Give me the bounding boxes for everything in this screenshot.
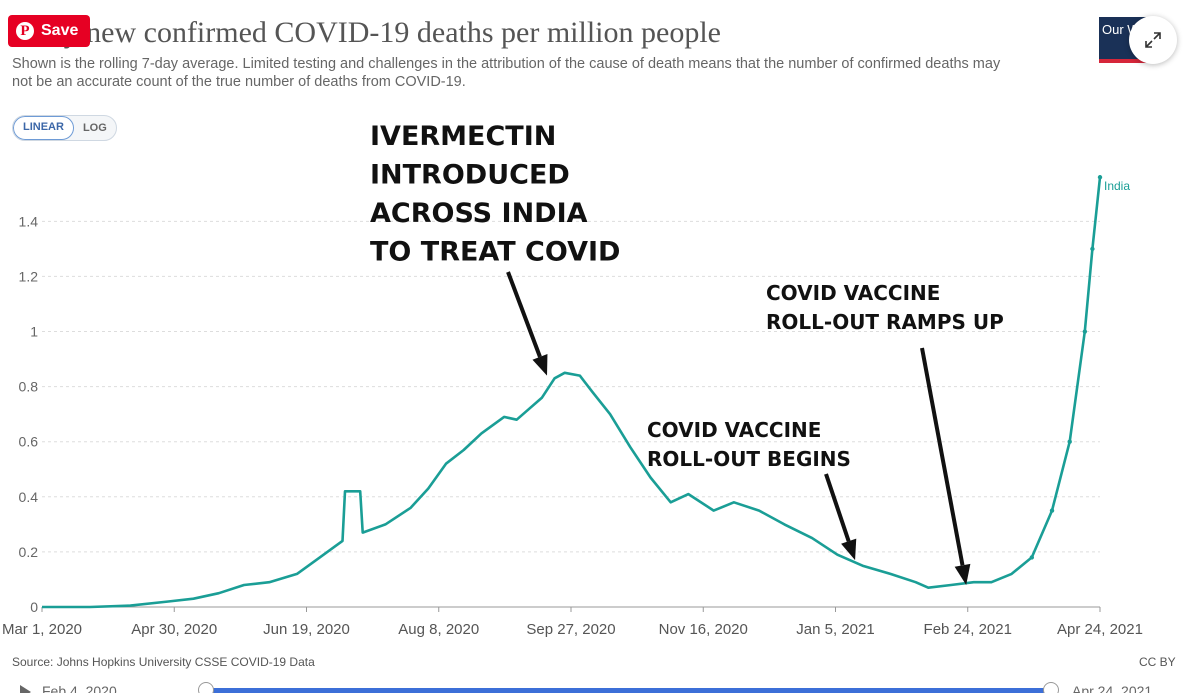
x-tick-label: Apr 24, 2021	[1057, 621, 1143, 638]
annotation-arrow-head	[954, 563, 971, 585]
annotation-arrow-head	[532, 354, 548, 376]
annotation-vaccine-begins: COVID VACCINE ROLL-OUT BEGINS	[647, 418, 857, 561]
annotation-ivermectin: IVERMECTIN INTRODUCED ACROSS INDIA TO TREAT…	[370, 121, 620, 376]
annotation-line: ACROSS INDIA	[370, 198, 588, 229]
annotation-arrow-shaft	[824, 473, 851, 542]
x-tick-label: Sep 27, 2020	[526, 621, 615, 638]
y-tick-label: 0.2	[19, 544, 39, 560]
annotation-arrow-head	[841, 538, 857, 561]
y-tick-label: 1	[30, 324, 38, 340]
expand-button[interactable]	[1129, 16, 1177, 64]
data-point	[1082, 329, 1088, 334]
series-label-india: India	[1104, 179, 1130, 193]
y-tick-label: 0.4	[19, 489, 39, 505]
timeline-end-label: Apr 24, 2021	[1072, 683, 1153, 693]
data-point	[1029, 555, 1035, 560]
license-link[interactable]: CC BY	[1139, 655, 1176, 669]
data-point	[1049, 508, 1055, 513]
annotation-line: COVID VACCINE	[647, 418, 821, 442]
pinterest-icon: P	[16, 22, 34, 40]
data-point	[1067, 439, 1072, 444]
timeline-end-handle[interactable]	[1043, 682, 1059, 693]
annotation-vaccine-ramps: COVID VACCINE ROLL-OUT RAMPS UP	[766, 281, 1004, 585]
grid-lines	[42, 220, 1100, 553]
scale-toggle: LINEAR LOG	[12, 115, 117, 141]
x-tick-label: Jun 19, 2020	[263, 621, 350, 638]
x-tick-label: Apr 30, 2020	[131, 621, 217, 638]
x-tick-label: Jan 5, 2021	[796, 621, 874, 638]
timeline: Feb 4, 2020 Apr 24, 2021	[0, 676, 1200, 693]
pinterest-save-button[interactable]: P Save	[8, 15, 90, 47]
chart-title: Daily new confirmed COVID-19 deaths per …	[12, 16, 721, 49]
x-tick-label: Nov 16, 2020	[659, 621, 748, 638]
annotation-line: IVERMECTIN	[370, 121, 556, 152]
x-tick-label: Aug 8, 2020	[398, 621, 479, 638]
y-axis-ticks: 0 0.2 0.4 0.6 0.8 1 1.2 1.4	[19, 213, 39, 615]
timeline-start-handle[interactable]	[198, 682, 214, 693]
timeline-track[interactable]	[206, 688, 1051, 693]
annotation-line: TO TREAT COVID	[370, 237, 620, 268]
annotation-line: INTRODUCED	[370, 160, 570, 191]
annotation-line: ROLL-OUT BEGINS	[647, 447, 851, 471]
annotation-arrow-shaft	[920, 347, 965, 566]
source-note[interactable]: Source: Johns Hopkins University CSSE CO…	[12, 655, 315, 669]
annotation-line: COVID VACCINE	[766, 281, 940, 305]
series-points-india	[1029, 175, 1103, 560]
y-tick-label: 0.8	[19, 379, 39, 395]
y-tick-label: 1.2	[19, 268, 39, 284]
series-line-india	[42, 177, 1102, 609]
timeline-start-label: Feb 4, 2020	[42, 683, 117, 693]
x-tick-label: Feb 24, 2021	[924, 621, 1012, 638]
chart-subtitle: Shown is the rolling 7-day average. Limi…	[12, 56, 1001, 90]
expand-arrows-icon	[1145, 32, 1161, 48]
chart-area: 0 0.2 0.4 0.6 0.8 1 1.2 1.4 Mar 1, 2020 Apr 30, …	[2, 121, 1143, 638]
y-tick-label: 0.6	[19, 434, 39, 450]
annotations: IVERMECTIN INTRODUCED ACROSS INDIA TO TREAT…	[370, 121, 1004, 585]
x-tick-label: Mar 1, 2020	[2, 621, 82, 638]
play-icon[interactable]	[20, 685, 31, 693]
y-tick-label: 0	[30, 599, 38, 615]
annotation-arrow-shaft	[506, 271, 542, 358]
data-point	[1090, 246, 1095, 252]
annotation-line: ROLL-OUT RAMPS UP	[766, 310, 1004, 334]
y-tick-label: 1.4	[19, 213, 39, 229]
log-scale-button[interactable]: LOG	[82, 122, 107, 134]
save-label: Save	[41, 22, 79, 39]
x-axis-ticks: Mar 1, 2020 Apr 30, 2020 Jun 19, 2020 Aug 8…	[2, 607, 1143, 638]
linear-scale-button[interactable]: LINEAR	[13, 116, 74, 140]
data-point	[1097, 175, 1103, 180]
